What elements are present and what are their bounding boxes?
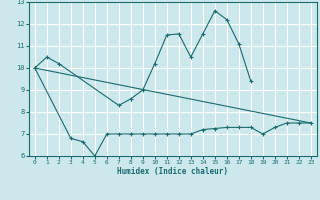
X-axis label: Humidex (Indice chaleur): Humidex (Indice chaleur) [117, 167, 228, 176]
